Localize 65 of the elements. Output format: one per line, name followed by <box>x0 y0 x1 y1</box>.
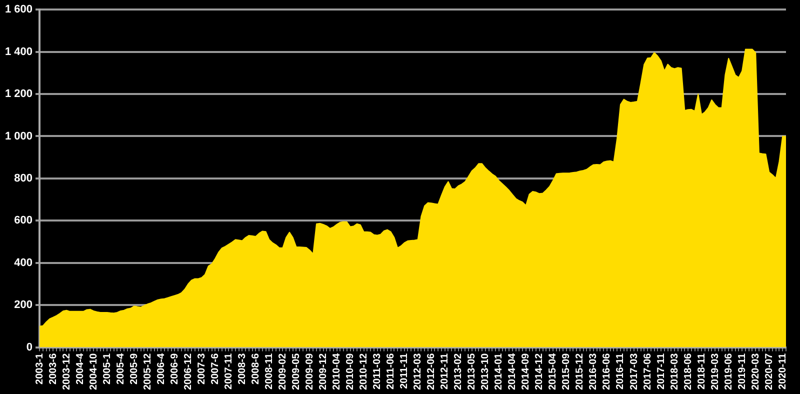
x-tick-label: 2010-04 <box>332 352 343 390</box>
x-tick-label: 2016-03 <box>588 352 600 390</box>
x-tick-label: 2015-04 <box>548 352 559 390</box>
x-tick-label: 2013-10 <box>480 352 492 390</box>
x-tick-label: 2018-03 <box>669 352 680 390</box>
x-tick-label: 2005-12 <box>142 352 154 390</box>
y-tick-label: 1 000 <box>4 130 33 142</box>
x-tick-label: 2020-11 <box>777 352 788 390</box>
x-tick-label: 2010-12 <box>358 352 370 390</box>
x-tick-label: 2003-12 <box>61 352 72 390</box>
x-tick-label: 2005-9 <box>128 352 140 384</box>
x-tick-label: 2014-09 <box>520 352 532 390</box>
x-tick-label: 2014-01 <box>494 352 505 390</box>
x-tick-label: 2018-11 <box>696 352 708 390</box>
x-tick-label: 2011-11 <box>399 352 410 389</box>
x-tick-label: 2020-07 <box>764 352 775 390</box>
x-tick-label: 2010-09 <box>345 352 356 390</box>
y-tick-label: 600 <box>14 214 33 227</box>
x-tick-label: 2012-03 <box>412 352 424 390</box>
x-tick-label: 2004-4 <box>74 352 86 384</box>
x-tick-label: 2007-11 <box>223 352 234 390</box>
x-tick-label: 2008-3 <box>236 352 248 384</box>
x-tick-label: 2014-04 <box>507 352 518 390</box>
x-tick-label: 2016-11 <box>615 352 626 390</box>
x-tick-label: 2007-6 <box>210 352 221 384</box>
x-tick-label: 2009-05 <box>290 352 302 390</box>
y-tick-label: 1 400 <box>4 46 33 58</box>
x-tick-label: 2017-11 <box>656 352 667 390</box>
x-tick-label: 2017-06 <box>642 352 654 390</box>
y-tick-label: 800 <box>14 172 33 184</box>
x-tick-label: 2009-02 <box>277 352 288 390</box>
x-tick-label: 2019-11 <box>736 352 748 390</box>
x-tick-label: 2015-12 <box>574 352 586 390</box>
x-tick-label: 2007-3 <box>196 352 208 384</box>
x-tick-label: 2003-1 <box>34 352 46 384</box>
x-tick-label: 2012-06 <box>426 352 438 390</box>
x-tick-label: 2011-03 <box>372 352 384 390</box>
x-tick-label: 2008-11 <box>264 352 275 390</box>
x-tick-label: 2012-11 <box>440 352 451 390</box>
y-tick-label: 1 600 <box>4 4 33 16</box>
x-tick-label: 2006-4 <box>156 352 167 384</box>
x-tick-label: 2008-6 <box>250 352 262 384</box>
x-tick-label: 2015-09 <box>561 352 572 390</box>
x-tick-label: 2019-06 <box>723 352 734 390</box>
x-tick-label: 2005-1 <box>102 352 113 384</box>
x-tick-label: 2014-12 <box>534 352 546 390</box>
x-tick-label: 2020-03 <box>750 352 762 390</box>
y-tick-label: 1 200 <box>4 88 33 100</box>
x-tick-label: 2017-03 <box>628 352 640 390</box>
x-tick-label: 2013-05 <box>466 352 478 390</box>
x-tick-label: 2011-06 <box>386 352 397 390</box>
x-tick-label: 2018-06 <box>682 352 694 390</box>
x-tick-label: 2004-10 <box>88 352 100 390</box>
x-tick-label: 2006-12 <box>182 352 194 390</box>
y-tick-label: 0 <box>26 341 33 354</box>
x-tick-label: 2003-6 <box>48 352 59 384</box>
x-tick-label: 2019-03 <box>710 352 721 390</box>
x-tick-label: 2009-12 <box>318 352 330 390</box>
x-tick-label: 2006-9 <box>169 352 180 384</box>
y-tick-label: 400 <box>14 256 33 269</box>
x-tick-label: 2013-02 <box>453 352 464 390</box>
x-tick-label: 2016-06 <box>602 352 613 390</box>
y-tick-label: 200 <box>14 299 33 312</box>
x-tick-label: 2009-09 <box>304 352 316 390</box>
x-tick-label: 2005-4 <box>115 352 126 384</box>
